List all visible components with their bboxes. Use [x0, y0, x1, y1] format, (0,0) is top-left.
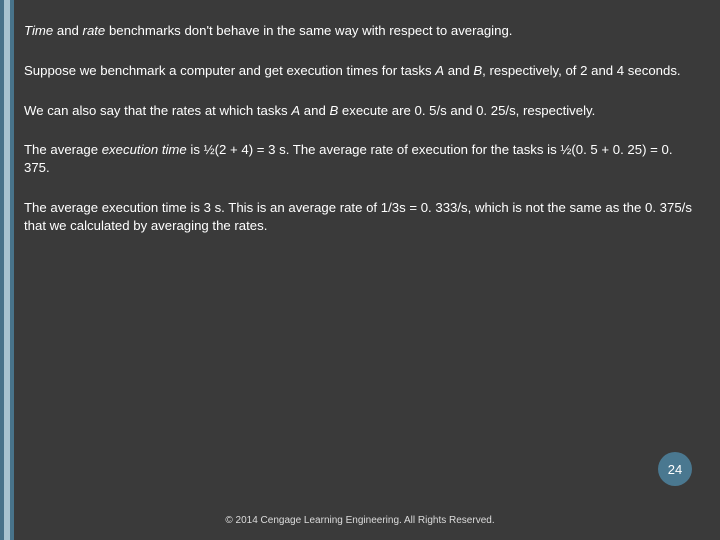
- text: The average: [24, 142, 102, 157]
- paragraph-3: We can also say that the rates at which …: [24, 102, 700, 120]
- paragraph-4: The average execution time is ½(2 + 4) =…: [24, 141, 700, 177]
- text: and: [300, 103, 329, 118]
- var-a: A: [291, 103, 300, 118]
- text: benchmarks don't behave in the same way …: [105, 23, 512, 38]
- paragraph-1: Time and rate benchmarks don't behave in…: [24, 22, 700, 40]
- text: We can also say that the rates at which …: [24, 103, 291, 118]
- text: execute are 0. 5/s and 0. 25/s, respecti…: [338, 103, 595, 118]
- term-execution-time: execution time: [102, 142, 187, 157]
- paragraph-5: The average execution time is 3 s. This …: [24, 199, 700, 235]
- page-number: 24: [668, 462, 682, 477]
- text: and: [444, 63, 473, 78]
- copyright-footer: © 2014 Cengage Learning Engineering. All…: [0, 515, 720, 526]
- slide: Time and rate benchmarks don't behave in…: [0, 0, 720, 540]
- paragraph-2: Suppose we benchmark a computer and get …: [24, 62, 700, 80]
- term-time: Time: [24, 23, 53, 38]
- term-rate: rate: [83, 23, 106, 38]
- body-text: Time and rate benchmarks don't behave in…: [24, 22, 700, 257]
- left-accent-stripe: [0, 0, 14, 540]
- var-b: B: [329, 103, 338, 118]
- stripe-outer-right: [10, 0, 14, 540]
- text: , respectively, of 2 and 4 seconds.: [482, 63, 680, 78]
- footer-text: © 2014 Cengage Learning Engineering. All…: [225, 515, 494, 526]
- var-b: B: [473, 63, 482, 78]
- text: and: [53, 23, 82, 38]
- text: The average execution time is 3 s. This …: [24, 200, 692, 233]
- page-number-badge: 24: [658, 452, 692, 486]
- text: Suppose we benchmark a computer and get …: [24, 63, 435, 78]
- var-a: A: [435, 63, 444, 78]
